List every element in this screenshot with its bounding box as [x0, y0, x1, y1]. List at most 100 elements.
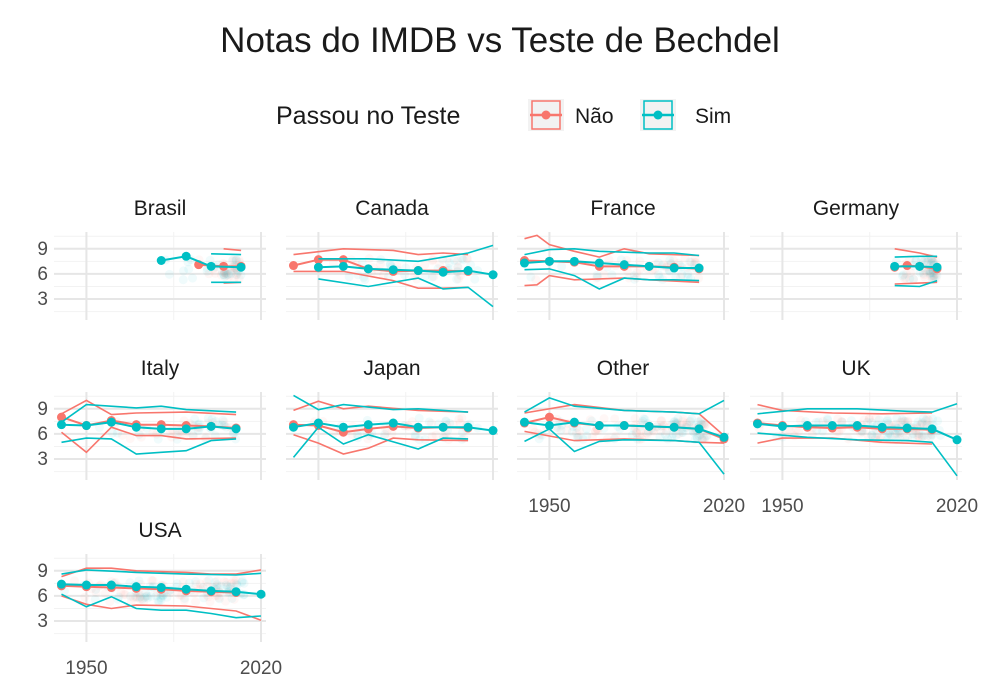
- upper-line-nao: [293, 247, 469, 256]
- observation-point: [917, 419, 927, 429]
- observation-point: [867, 418, 877, 428]
- observation-point: [908, 433, 918, 443]
- mean-point-sim: [338, 422, 348, 432]
- observation-point: [912, 430, 922, 440]
- observation-point: [117, 430, 127, 440]
- mean-point-sim: [852, 421, 862, 431]
- mean-point-sim: [206, 586, 216, 596]
- observation-point: [932, 270, 942, 280]
- grid-germany: [750, 232, 962, 320]
- observation-point: [134, 593, 144, 603]
- observation-point: [923, 256, 933, 266]
- observation-point: [120, 590, 130, 600]
- lower-line-nao: [60, 426, 237, 454]
- observation-point: [188, 430, 198, 440]
- observation-point: [678, 414, 688, 424]
- observation-point: [901, 273, 911, 283]
- mean-point-sim: [463, 422, 473, 432]
- observation-point: [914, 431, 924, 441]
- y-tick-label: 6: [37, 264, 48, 285]
- observation-point: [184, 264, 194, 274]
- observation-point: [142, 591, 152, 601]
- mean-point-sim: [388, 265, 398, 275]
- observation-point: [694, 431, 704, 441]
- observation-point: [928, 272, 938, 282]
- observation-point: [452, 274, 462, 284]
- observation-point: [105, 597, 115, 607]
- observation-point: [914, 431, 924, 441]
- observation-point: [156, 595, 166, 605]
- observation-point: [922, 414, 932, 424]
- observation-point: [867, 430, 877, 440]
- observation-point: [470, 274, 480, 284]
- observation-point: [400, 270, 410, 280]
- observation-point: [420, 260, 430, 270]
- observation-point: [863, 417, 873, 427]
- observation-point: [921, 266, 931, 276]
- observation-point: [836, 424, 846, 434]
- observation-point: [175, 590, 185, 600]
- mean-point-sim: [438, 267, 448, 277]
- lower-line-sim: [61, 593, 262, 619]
- observation-point: [933, 416, 943, 426]
- observation-point: [887, 431, 897, 441]
- upper-line-sim: [318, 244, 494, 263]
- observation-point: [922, 257, 932, 267]
- mean-point-sim: [181, 584, 191, 594]
- observation-point: [917, 431, 927, 441]
- mean-point-sim: [752, 419, 762, 429]
- observation-point: [449, 255, 459, 265]
- observation-point: [635, 256, 645, 266]
- observation-point: [212, 580, 222, 590]
- strip-label-canada: Canada: [355, 197, 429, 220]
- mean-point-nao: [288, 261, 298, 271]
- observation-point: [892, 413, 902, 423]
- y-tick-label: 6: [37, 586, 48, 607]
- mean-point-sim: [902, 423, 912, 433]
- mean-point-sim: [181, 251, 191, 261]
- observation-point: [151, 591, 161, 601]
- observation-point: [457, 413, 467, 423]
- observation-point: [237, 576, 247, 586]
- mean-point-sim: [206, 261, 216, 271]
- observation-point: [636, 426, 646, 436]
- upper-line-sim: [61, 569, 262, 576]
- observation-point: [562, 425, 572, 435]
- mean-point-sim: [694, 424, 704, 434]
- observation-point: [669, 255, 679, 265]
- observation-point: [218, 415, 228, 425]
- mean-point-sim: [313, 262, 323, 272]
- observation-point: [674, 429, 684, 439]
- observation-point: [226, 269, 236, 279]
- observation-point: [229, 594, 239, 604]
- observation-point: [592, 270, 602, 280]
- mean-point-sim: [81, 580, 91, 590]
- observation-point: [919, 270, 929, 280]
- observation-point: [234, 274, 244, 284]
- mean-point-sim: [338, 261, 348, 271]
- observation-point: [867, 430, 877, 440]
- observation-point: [232, 269, 242, 279]
- x-tick-label: 1950: [65, 658, 107, 679]
- observation-point: [216, 581, 226, 591]
- observation-point: [683, 269, 693, 279]
- observation-point: [456, 270, 466, 280]
- mean-point-sim: [231, 587, 241, 597]
- mean-point-sim: [313, 418, 323, 428]
- observation-point: [363, 434, 373, 444]
- observation-point: [453, 263, 463, 273]
- observation-point: [226, 578, 236, 588]
- observation-point: [700, 434, 710, 444]
- strip-label-japan: Japan: [363, 357, 420, 380]
- observation-point: [156, 593, 166, 603]
- mean-point-sim: [388, 418, 398, 428]
- observation-point: [900, 434, 910, 444]
- observation-point: [139, 596, 149, 606]
- observation-point: [922, 431, 932, 441]
- legend-box-nao: [531, 100, 561, 130]
- mean-point-sim: [927, 424, 937, 434]
- observation-point: [833, 414, 843, 424]
- observation-point: [528, 424, 538, 434]
- observation-point: [557, 261, 567, 271]
- grid-brasil: [54, 232, 266, 320]
